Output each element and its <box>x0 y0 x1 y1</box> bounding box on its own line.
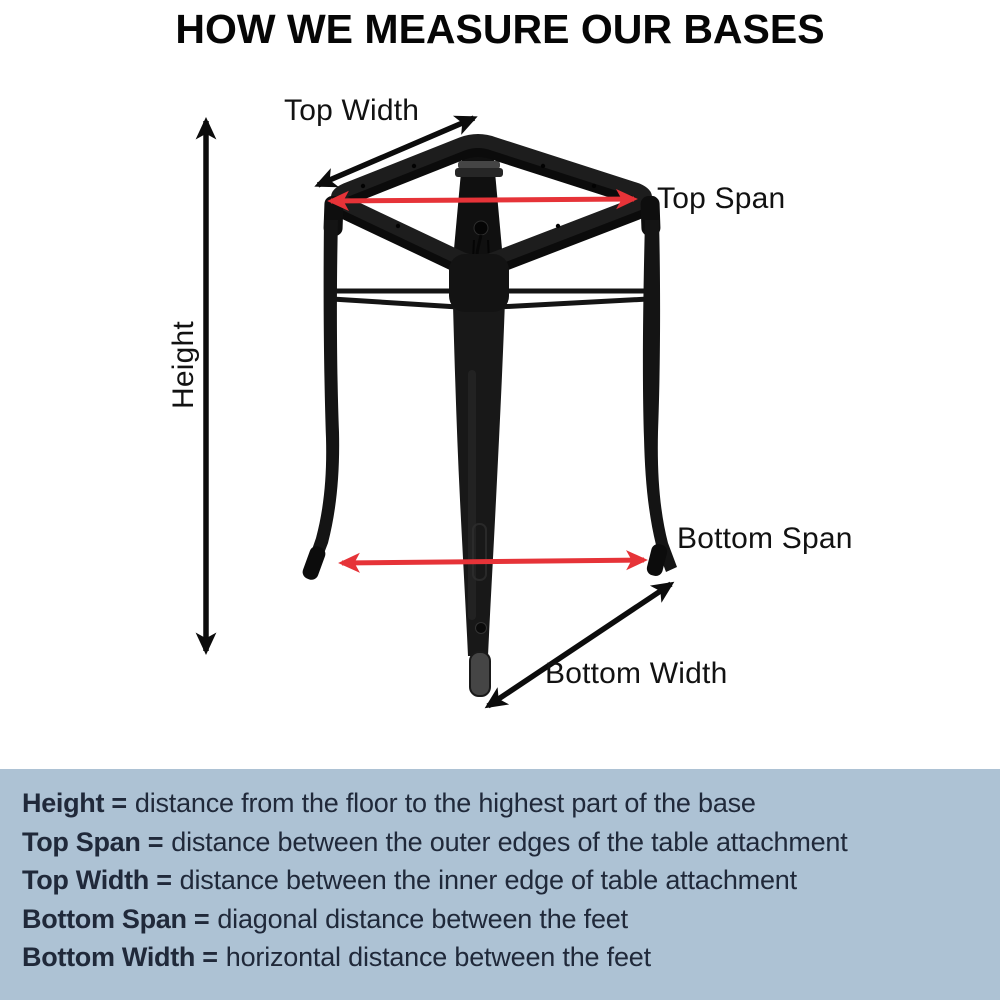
legend-panel: Height = distance from the floor to the h… <box>0 769 1000 1000</box>
legend-term: Top Span = <box>22 826 164 857</box>
stool-front-leg <box>449 254 509 697</box>
page-title: HOW WE MEASURE OUR BASES <box>175 6 825 52</box>
bottom-width-arrow <box>484 581 675 709</box>
legend-row-height: Height = distance from the floor to the h… <box>22 784 990 823</box>
top-width-arrow <box>314 115 478 188</box>
legend-term: Bottom Span = <box>22 903 210 934</box>
legend-definition: distance between the inner edge of table… <box>179 865 797 895</box>
bottom-span-arrow <box>338 550 648 573</box>
legend-definition: horizontal distance between the feet <box>225 942 651 972</box>
legend-row-top-span: Top Span = distance between the outer edg… <box>22 823 990 862</box>
top-span-label: Top Span <box>657 182 786 215</box>
legend-row-top-width: Top Width = distance between the inner ed… <box>22 861 990 900</box>
legend-term: Height = <box>22 788 127 818</box>
top-span-arrow <box>327 188 638 212</box>
stool-base-illustration <box>195 115 677 709</box>
top-width-label: Top Width <box>284 94 420 127</box>
legend-definition: distance from the floor to the highest p… <box>134 788 756 818</box>
bottom-span-label: Bottom Span <box>677 522 853 555</box>
legend-row-bottom-span: Bottom Span = diagonal distance between t… <box>22 900 990 939</box>
stool-left-leg <box>302 220 340 580</box>
stool-front-braces <box>331 296 649 310</box>
legend-term: Bottom Width = <box>22 942 218 972</box>
bottom-width-label: Bottom Width <box>545 657 728 690</box>
height-label: Height <box>167 321 200 409</box>
legend-row-bottom-width: Bottom Width = horizontal distance betwee… <box>22 938 990 977</box>
legend-term: Top Width = <box>22 865 172 895</box>
stool-right-leg <box>642 220 677 576</box>
legend-definition: diagonal distance between the feet <box>217 903 628 934</box>
measurement-diagram: Top Width Top Span Height Bottom Span Bo… <box>167 94 853 709</box>
legend-definition: distance between the outer edges of the … <box>171 826 848 857</box>
